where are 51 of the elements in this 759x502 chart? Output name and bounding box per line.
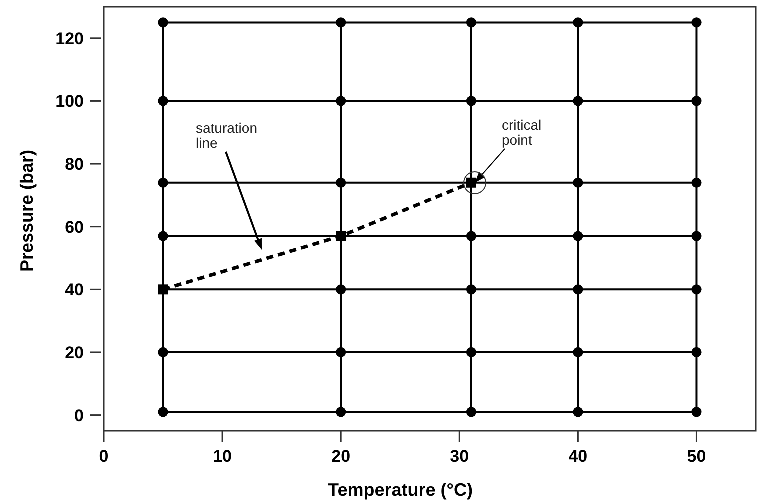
point [692, 284, 702, 295]
point [336, 407, 346, 418]
y-tick-label: 0 [74, 406, 84, 426]
y-tick-label: 80 [65, 155, 84, 174]
point [573, 407, 584, 418]
point [692, 178, 702, 188]
y-tick-label: 120 [56, 29, 84, 48]
point [158, 231, 168, 242]
point [692, 96, 702, 106]
point [336, 18, 346, 28]
y-tick-label: 40 [65, 280, 84, 300]
x-tick-label: 0 [99, 447, 109, 466]
x-tick-label: 30 [450, 447, 470, 466]
point [692, 231, 702, 242]
y-tick-label: 20 [65, 343, 84, 362]
point [336, 178, 346, 188]
point [573, 18, 584, 28]
x-tick-label: 40 [568, 447, 588, 466]
annotation: critical point [502, 117, 542, 148]
point [692, 18, 702, 28]
point [158, 96, 168, 106]
x-axis-title: Temperature (°C) [328, 480, 473, 500]
point [573, 284, 584, 295]
point [158, 18, 168, 28]
point [573, 231, 584, 242]
point [466, 18, 477, 28]
point [573, 178, 584, 188]
point [336, 347, 346, 358]
x-tick-label: 10 [213, 447, 232, 466]
x-tick-label: 50 [687, 447, 706, 466]
y-tick-label: 100 [56, 92, 84, 112]
point [466, 347, 477, 358]
point [158, 347, 168, 358]
y-tick-label: 60 [65, 218, 84, 237]
x-tick-label: 20 [332, 447, 351, 466]
point [573, 347, 584, 358]
point [466, 407, 477, 418]
point [466, 96, 477, 106]
point [336, 231, 346, 242]
point [692, 347, 702, 358]
annotation: saturation line [196, 120, 258, 151]
point [336, 96, 346, 106]
point [336, 284, 346, 295]
y-axis-title: Pressure (bar) [17, 150, 37, 272]
point [158, 284, 168, 295]
point [158, 407, 168, 418]
point [158, 178, 168, 188]
point [573, 96, 584, 106]
point [466, 284, 477, 295]
point [466, 231, 477, 242]
point [692, 407, 702, 418]
